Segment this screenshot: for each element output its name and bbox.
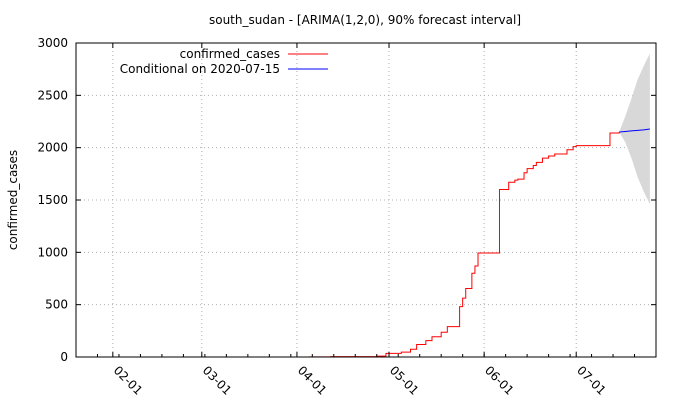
grid-layer [76, 43, 656, 357]
forecast-interval-band [619, 53, 650, 205]
y-tick-label: 1500 [37, 193, 68, 207]
conditional-forecast-line [619, 128, 650, 133]
legend-label: Conditional on 2020-07-15 [120, 62, 280, 76]
y-axis-label: confirmed_cases [6, 150, 20, 250]
forecast-band-layer [619, 53, 650, 205]
series-layer [309, 128, 650, 358]
y-tick-label: 1000 [37, 245, 68, 259]
y-tick-label: 500 [45, 298, 68, 312]
legend-label: confirmed_cases [180, 47, 280, 61]
confirmed-cases-line [309, 131, 620, 358]
y-tick-label: 2500 [37, 88, 68, 102]
chart-title: south_sudan - [ARIMA(1,2,0), 90% forecas… [209, 13, 521, 27]
y-tick-label: 2000 [37, 141, 68, 155]
y-tick-label: 0 [60, 350, 68, 364]
y-tick-label: 3000 [37, 36, 68, 50]
